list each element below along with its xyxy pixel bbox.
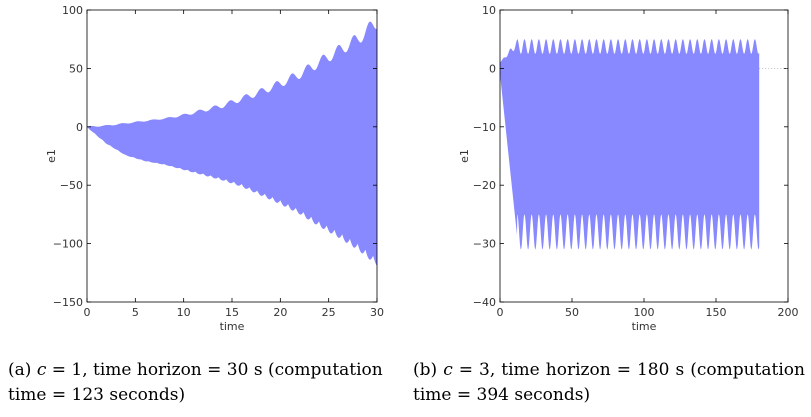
y-tick-label: −20 — [473, 179, 496, 192]
y-tick-label: 10 — [482, 4, 496, 17]
series-envelope — [87, 21, 377, 266]
y-tick-label: −10 — [473, 121, 496, 134]
caption-a-var: c — [36, 360, 47, 380]
y-tick-label: −50 — [60, 179, 83, 192]
x-tick-label: 15 — [225, 306, 239, 319]
y-tick-label: −40 — [473, 296, 496, 309]
caption-b: (b) c = 3, time horizon = 180 s (computa… — [413, 358, 805, 408]
series-envelope — [500, 39, 760, 250]
chart-a: 0 5 10 15 20 25 30 −150 −100 −50 0 50 100 time e1 — [45, 4, 384, 333]
y-tick-label: −150 — [53, 296, 83, 309]
y-tick-label: 0 — [489, 62, 496, 75]
x-axis-label: time — [632, 320, 657, 333]
caption-b-text: = 3, time horizon = 180 s (computation t… — [413, 360, 805, 405]
x-axis-label: time — [220, 320, 245, 333]
caption-a-prefix: (a) — [8, 360, 37, 380]
y-tick-label: 50 — [69, 62, 83, 75]
y-tick-label: −30 — [473, 238, 496, 251]
y-axis-label: e1 — [45, 149, 58, 163]
caption-a: (a) c = 1, time horizon = 30 s (computat… — [8, 358, 396, 408]
y-axis-label: e1 — [458, 149, 471, 163]
caption-b-var: c — [443, 360, 453, 380]
x-tick-label: 50 — [565, 306, 579, 319]
caption-b-prefix: (b) — [413, 360, 444, 380]
y-tick-label: −100 — [53, 238, 83, 251]
x-tick-label: 0 — [84, 306, 91, 319]
x-tick-label: 20 — [273, 306, 287, 319]
x-tick-label: 200 — [778, 306, 799, 319]
x-tick-label: 150 — [706, 306, 727, 319]
x-tick-label: 0 — [497, 306, 504, 319]
chart-b: 0 50 100 150 200 −40 −30 −20 −10 0 10 time e1 — [458, 4, 799, 333]
x-tick-label: 25 — [322, 306, 336, 319]
x-tick-label: 100 — [634, 306, 655, 319]
y-tick-label: 0 — [76, 121, 83, 134]
x-tick-label: 5 — [132, 306, 139, 319]
caption-a-text: = 1, time horizon = 30 s (computation ti… — [8, 360, 383, 405]
x-tick-label: 10 — [177, 306, 191, 319]
x-tick-label: 30 — [370, 306, 384, 319]
y-tick-label: 100 — [62, 4, 83, 17]
